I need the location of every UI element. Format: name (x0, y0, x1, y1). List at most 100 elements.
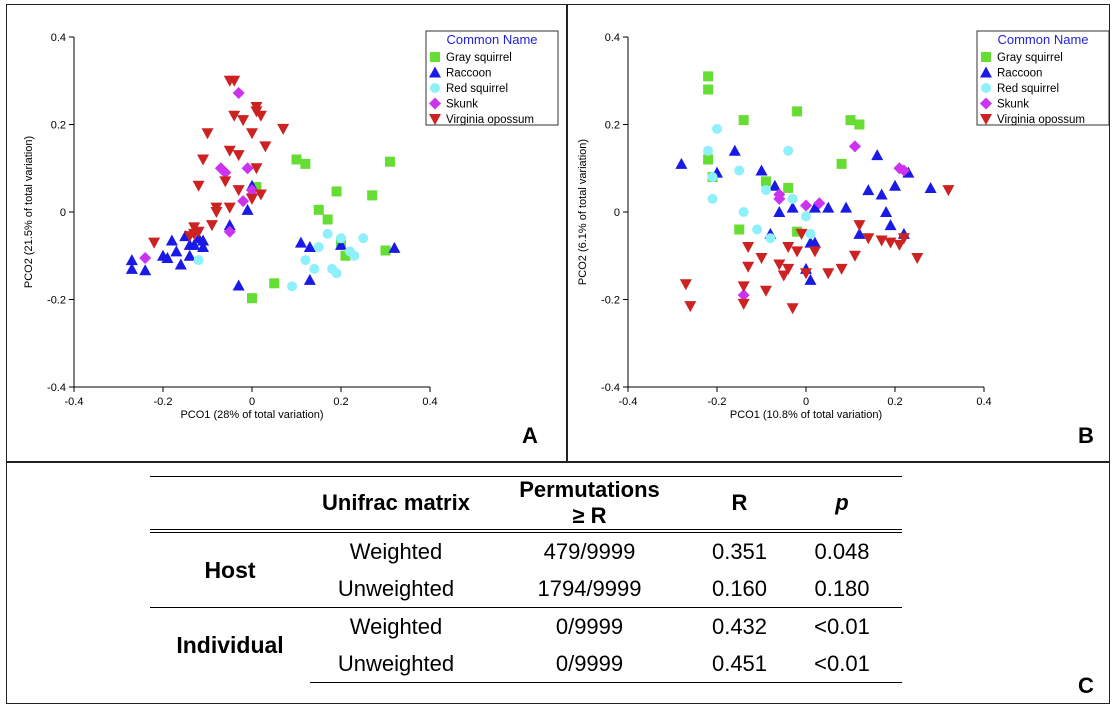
data-point (813, 197, 826, 210)
legend-marker (980, 66, 992, 78)
data-point (247, 293, 257, 304)
data-point (795, 228, 808, 240)
data-point (232, 185, 245, 197)
data-point (848, 140, 861, 153)
data-point (840, 201, 853, 213)
data-point (192, 180, 205, 192)
y-tick-label: -0.4 (601, 382, 620, 394)
data-point (336, 233, 346, 244)
data-point (800, 268, 812, 280)
data-point (942, 185, 955, 197)
legend-label: Gray squirrel (446, 52, 512, 64)
data-point (232, 87, 245, 99)
x-tick-label: -0.4 (65, 396, 84, 408)
y-tick-label: -0.2 (601, 295, 620, 307)
data-point (703, 84, 714, 95)
data-point (165, 234, 178, 246)
data-point (223, 202, 236, 214)
scatter-plot-a: 0.4 0.2 0 -0.2 -0.4 -0.4 -0.2 0 0.2 0.4 PCO1 (28% … (23, 30, 559, 421)
data-point (340, 250, 351, 261)
x-tick-label: 0.2 (333, 396, 348, 408)
data-point (148, 237, 161, 249)
cell-matrix: Unweighted (337, 575, 455, 601)
cell-matrix: Unweighted (310, 645, 482, 683)
data-point (254, 110, 267, 122)
legend-marker (430, 83, 440, 93)
legend-marker (429, 97, 441, 110)
header-permutations-line2: ≥ R (572, 503, 607, 528)
data-point (223, 219, 236, 231)
data-point (219, 176, 232, 188)
figure-frame (6, 4, 1110, 704)
data-point (893, 239, 906, 251)
x-tick-label: -0.2 (708, 396, 727, 408)
data-point (835, 263, 848, 275)
data-point (738, 207, 749, 217)
data-point (759, 285, 772, 297)
y-axis-label: PCO2 (21.5% of total variation) (23, 136, 35, 288)
data-point (703, 145, 714, 156)
data-point (679, 279, 692, 291)
data-point (388, 241, 401, 253)
data-point (174, 258, 187, 270)
data-point (219, 166, 232, 179)
legend-box (425, 30, 559, 126)
data-point (760, 185, 771, 196)
data-point (728, 144, 741, 156)
data-point (760, 176, 771, 187)
data-point (889, 179, 901, 191)
data-point (223, 145, 236, 157)
cell-matrix: Weighted (349, 538, 443, 564)
data-point (737, 298, 750, 310)
cell-r: 0.432 (697, 607, 782, 645)
cell-matrix: Weighted (310, 607, 482, 645)
data-point (773, 188, 786, 201)
data-point (228, 110, 241, 122)
x-tick-label: 0.4 (422, 396, 437, 408)
data-point (897, 164, 910, 177)
data-point (773, 206, 786, 217)
data-point (269, 278, 280, 289)
y-tick-label: 0.4 (605, 32, 620, 44)
axes: 0.4 0.2 0 -0.2 -0.4 -0.4 -0.2 0 0.2 0.4 PCO1 (10.8… (577, 32, 992, 421)
table-row: Unweighted 0/9999 0.451 <0.01 (150, 645, 902, 683)
data-point (232, 150, 245, 162)
legend-label: Raccoon (997, 68, 1042, 80)
legend-marker (981, 52, 991, 62)
data-point (223, 75, 236, 87)
cell-permutations: 479/9999 (543, 538, 636, 564)
group-label-host: Host (204, 556, 256, 583)
x-tick-label: 0 (803, 396, 809, 408)
data-point (707, 193, 718, 204)
panel-letter-b: B (1078, 423, 1094, 448)
data-point (853, 220, 866, 232)
legend: Common Name Gray squirrel Raccoon Red squir… (976, 30, 1109, 126)
data-point (237, 115, 250, 127)
data-point (197, 154, 210, 166)
data-point (287, 281, 298, 292)
cell-permutations: 0/9999 (482, 645, 697, 683)
data-point (331, 186, 342, 197)
y-axis-label: PCO2 (6.1% of total variation) (577, 139, 589, 285)
data-point (183, 249, 196, 261)
cell-permutations: 0/9999 (482, 607, 697, 645)
y-tick-label: 0.2 (605, 120, 620, 132)
data-point (782, 242, 795, 253)
data-point (300, 255, 311, 266)
data-point (300, 158, 311, 169)
anosim-table: Unifrac matrix Permutations ≥ R R p Host … (150, 476, 902, 683)
data-point (734, 165, 745, 176)
data-point (862, 233, 875, 245)
data-point (675, 157, 688, 169)
data-point (884, 237, 897, 249)
data-point (782, 263, 795, 275)
series-skunk (139, 87, 258, 264)
data-point (303, 241, 316, 252)
data-point (183, 231, 196, 243)
cell-r: 0.160 (711, 575, 768, 601)
data-point (303, 273, 316, 285)
data-point (241, 162, 254, 175)
data-point (358, 233, 369, 244)
legend-label: Skunk (997, 99, 1029, 111)
series-virginia-opossum (679, 185, 955, 315)
